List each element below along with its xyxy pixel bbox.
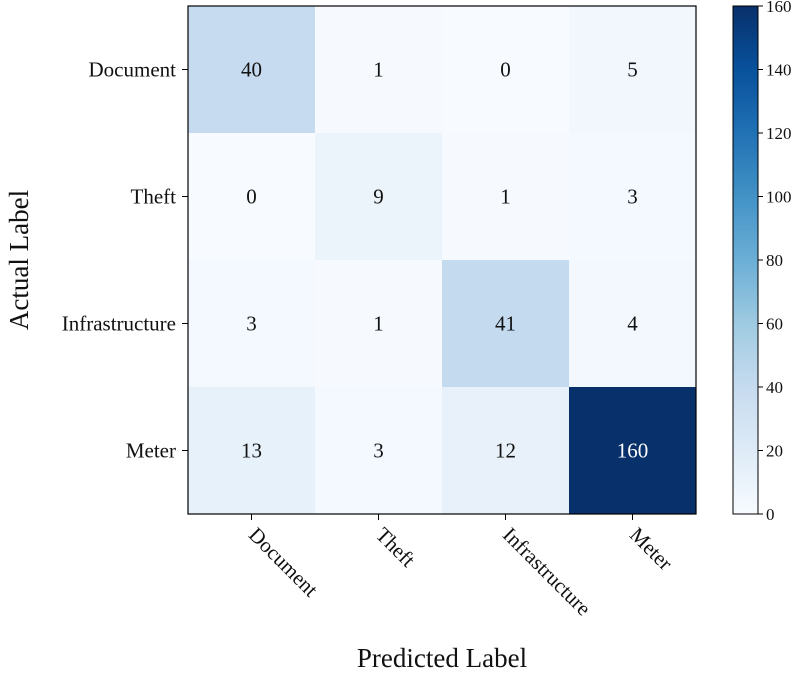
colorbar-tick-label: 0 — [766, 505, 775, 524]
y-axis-ticks: Document Theft Infrastructure Meter — [62, 58, 188, 463]
colorbar-tick-label: 100 — [766, 188, 792, 207]
cell-value-label: 13 — [241, 439, 262, 463]
cell-value-label: 3 — [627, 185, 638, 209]
cell-value-label: 1 — [500, 185, 511, 209]
colorbar-tick-label: 120 — [766, 124, 792, 143]
cell-value-label: 1 — [373, 58, 384, 82]
cell-value-label: 5 — [627, 58, 638, 82]
colorbar-tick-label: 80 — [766, 251, 783, 270]
colorbar-tick-label: 160 — [766, 0, 792, 16]
x-tick-label: Theft — [371, 523, 420, 572]
heatmap-cell — [188, 6, 316, 134]
heatmap-cells — [188, 6, 697, 515]
cell-value-label: 3 — [246, 312, 257, 336]
cell-value-label: 40 — [241, 58, 262, 82]
cell-value-label: 0 — [246, 185, 257, 209]
colorbar-tick-label: 140 — [766, 61, 792, 80]
cell-value-label: 3 — [373, 439, 384, 463]
x-axis-title: Predicted Label — [357, 643, 527, 673]
y-tick-label: Infrastructure — [62, 312, 176, 336]
heatmap-cell — [569, 6, 697, 134]
heatmap-cell — [442, 6, 570, 134]
heatmap-cell — [315, 387, 443, 515]
colorbar-tick-label: 60 — [766, 315, 783, 334]
heatmap-cell — [188, 387, 316, 515]
colorbar — [732, 5, 759, 515]
colorbar-tick-label: 20 — [766, 442, 783, 461]
y-tick-label: Meter — [126, 439, 176, 463]
cell-value-label: 41 — [495, 312, 516, 336]
cell-value-label: 160 — [617, 439, 649, 463]
heatmap-cell — [442, 387, 570, 515]
heatmap-cell — [315, 6, 443, 134]
y-tick-label: Document — [89, 58, 177, 82]
x-tick-label: Meter — [625, 523, 677, 575]
heatmap-cell — [188, 133, 316, 261]
heatmap-cell — [315, 133, 443, 261]
plot-frame — [187, 5, 697, 515]
heatmap-cell — [442, 133, 570, 261]
colorbar-tick-label: 40 — [766, 378, 783, 397]
cell-value-label: 1 — [373, 312, 384, 336]
heatmap-cell — [569, 133, 697, 261]
heatmap-cell — [569, 260, 697, 388]
x-axis-ticks: Document Theft Infrastructure Meter — [244, 514, 677, 620]
cell-value-labels: 40 1 0 50 9 1 33 1 41 413 3 12 160 — [241, 58, 648, 463]
heatmap-cell — [188, 260, 316, 388]
cell-value-label: 4 — [627, 312, 638, 336]
heatmap-cell — [569, 387, 697, 515]
cell-value-label: 9 — [373, 185, 384, 209]
y-axis-title: Actual Label — [4, 190, 34, 330]
colorbar-ticks: 0 20 40 60 80 100 120 140 160 — [758, 0, 792, 524]
cell-value-label: 12 — [495, 439, 516, 463]
heatmap-cell — [442, 260, 570, 388]
heatmap-cell — [315, 260, 443, 388]
x-tick-label: Document — [244, 523, 323, 602]
cell-value-label: 0 — [500, 58, 511, 82]
y-tick-label: Theft — [131, 185, 177, 209]
x-tick-label: Infrastructure — [498, 523, 596, 621]
